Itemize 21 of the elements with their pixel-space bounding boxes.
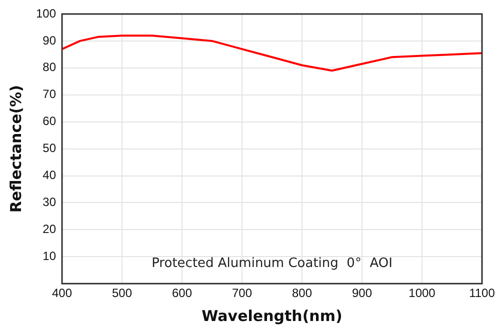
x-tick-label: 800 <box>292 286 312 300</box>
y-tick-label: 60 <box>42 114 56 128</box>
y-tick-label: 50 <box>42 141 56 156</box>
x-tick-label: 1000 <box>408 286 436 300</box>
y-axis-title: Reflectance(%) <box>6 84 25 213</box>
y-tick-label: 80 <box>42 60 56 74</box>
y-tick-label: 30 <box>42 195 56 210</box>
x-tick-label: 400 <box>52 286 72 300</box>
x-tick-label: 900 <box>352 286 372 300</box>
y-tick-label: 100 <box>36 6 56 20</box>
x-axis-title: Wavelength(nm) <box>202 306 342 325</box>
y-tick-label: 40 <box>42 168 56 182</box>
x-tick-label: 700 <box>232 286 252 300</box>
y-tick-label: 70 <box>42 87 56 102</box>
y-tick-label: 90 <box>42 33 56 48</box>
y-tick-label: 20 <box>42 222 56 236</box>
x-tick-label: 500 <box>112 286 132 300</box>
y-tick-label: 10 <box>42 248 56 263</box>
x-tick-label: 600 <box>172 286 192 300</box>
x-tick-label: 1100 <box>469 286 496 300</box>
annotation: Protected Aluminum Coating 0° AOI <box>152 256 392 271</box>
